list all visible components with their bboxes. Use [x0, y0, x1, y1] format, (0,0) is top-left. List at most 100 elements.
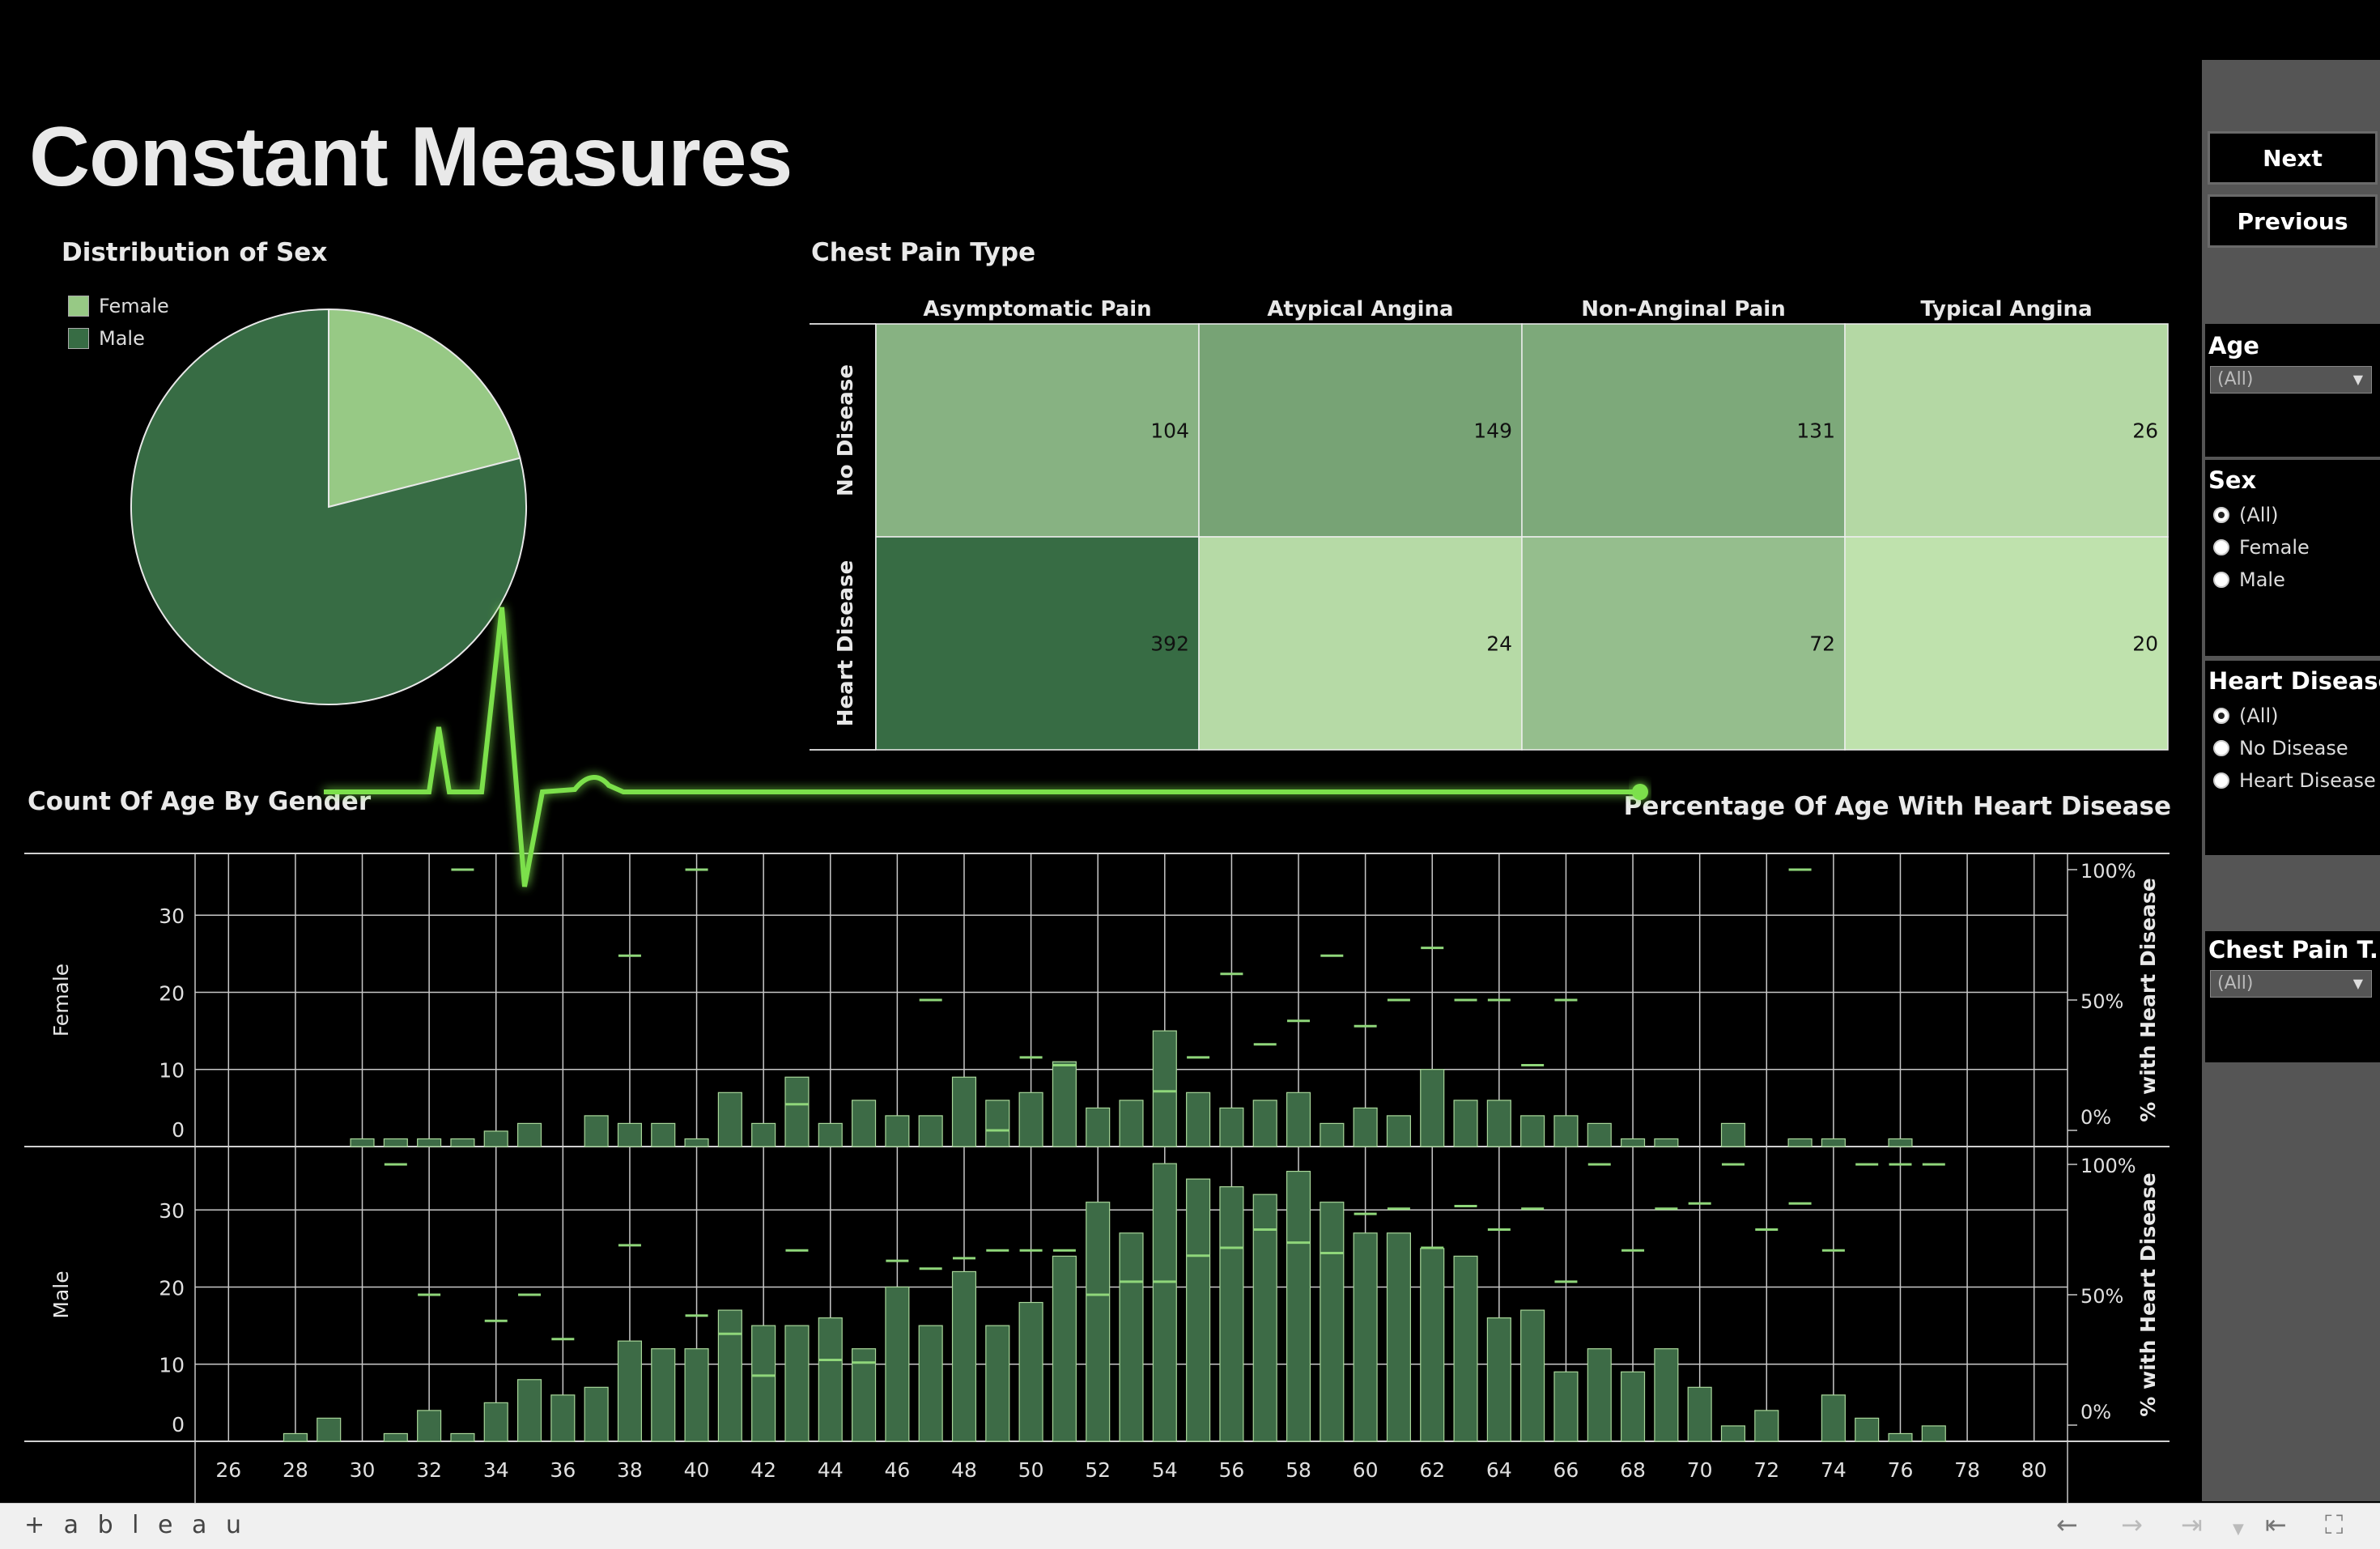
age-bar[interactable] — [718, 1092, 742, 1147]
age-bar[interactable] — [1287, 1172, 1311, 1441]
chest-pain-dropdown[interactable]: (All) ▼ — [2210, 970, 2372, 998]
age-bar[interactable] — [1821, 1395, 1845, 1441]
age-bar[interactable] — [283, 1433, 307, 1441]
age-bar[interactable] — [584, 1116, 608, 1147]
age-bar[interactable] — [518, 1380, 542, 1441]
sex-option-male[interactable]: Male — [2213, 568, 2285, 591]
age-bar[interactable] — [685, 1138, 708, 1147]
heart-disease-option-no[interactable]: No Disease — [2213, 737, 2348, 760]
age-bar[interactable] — [1086, 1108, 1110, 1147]
age-bar[interactable] — [1086, 1202, 1110, 1441]
age-bar[interactable] — [551, 1395, 575, 1441]
age-bar[interactable] — [484, 1402, 508, 1441]
reset-to-start-icon[interactable]: ⇤ — [2265, 1509, 2287, 1540]
age-bar[interactable] — [451, 1138, 474, 1147]
age-bar[interactable] — [1521, 1310, 1545, 1441]
age-bar[interactable] — [618, 1123, 641, 1147]
age-bar[interactable] — [785, 1326, 809, 1441]
age-bar[interactable] — [1320, 1202, 1344, 1441]
revert-chevron-down-icon[interactable]: ▼ — [2233, 1521, 2244, 1538]
age-bar[interactable] — [953, 1077, 976, 1147]
age-bar[interactable] — [1187, 1179, 1210, 1441]
age-bar[interactable] — [351, 1138, 374, 1147]
age-bar[interactable] — [1587, 1123, 1611, 1147]
age-bar[interactable] — [1253, 1100, 1277, 1147]
age-bar[interactable] — [1889, 1433, 1912, 1441]
age-bar[interactable] — [518, 1123, 542, 1147]
undo-icon[interactable]: ← — [2056, 1509, 2078, 1540]
age-bar[interactable] — [418, 1411, 441, 1441]
age-bar[interactable] — [1688, 1387, 1711, 1441]
age-bar[interactable] — [1487, 1100, 1511, 1147]
age-bar[interactable] — [1120, 1233, 1143, 1441]
age-bar[interactable] — [752, 1123, 776, 1147]
heatmap-cell[interactable] — [1845, 324, 2168, 537]
age-bar[interactable] — [818, 1318, 842, 1441]
age-bar[interactable] — [1387, 1233, 1410, 1441]
age-bar[interactable] — [1454, 1256, 1477, 1441]
heart-disease-option-yes[interactable]: Heart Disease — [2213, 769, 2376, 792]
next-button[interactable]: Next — [2208, 131, 2378, 185]
age-bar[interactable] — [1387, 1116, 1410, 1147]
redo-icon[interactable]: → — [2121, 1509, 2143, 1540]
age-bar[interactable] — [1052, 1062, 1076, 1147]
age-bar[interactable] — [317, 1418, 341, 1441]
age-bar[interactable] — [1821, 1138, 1845, 1147]
age-bar[interactable] — [1052, 1256, 1076, 1441]
age-bar[interactable] — [384, 1433, 407, 1441]
age-bar[interactable] — [1019, 1092, 1043, 1147]
age-bar[interactable] — [1454, 1100, 1477, 1147]
age-bar[interactable] — [1421, 1070, 1444, 1147]
age-bar[interactable] — [919, 1326, 942, 1441]
sex-option-all[interactable]: (All) — [2213, 504, 2278, 526]
age-bar[interactable] — [818, 1123, 842, 1147]
age-bar[interactable] — [886, 1287, 909, 1441]
age-bar[interactable] — [1187, 1092, 1210, 1147]
age-bar[interactable] — [484, 1131, 508, 1147]
age-bar[interactable] — [652, 1349, 675, 1441]
age-bar[interactable] — [1621, 1138, 1645, 1147]
age-bar[interactable] — [1722, 1123, 1745, 1147]
age-bar[interactable] — [652, 1123, 675, 1147]
age-bar[interactable] — [1354, 1108, 1377, 1147]
age-bar[interactable] — [852, 1100, 876, 1147]
heart-disease-option-all[interactable]: (All) — [2213, 704, 2278, 727]
age-bar[interactable] — [384, 1138, 407, 1147]
age-dropdown[interactable]: (All) ▼ — [2210, 366, 2372, 394]
age-bar[interactable] — [1587, 1349, 1611, 1441]
age-bar[interactable] — [1320, 1123, 1344, 1147]
age-bar[interactable] — [584, 1387, 608, 1441]
age-bar[interactable] — [1019, 1303, 1043, 1441]
age-bar[interactable] — [418, 1138, 441, 1147]
age-bar[interactable] — [1120, 1100, 1143, 1147]
age-bar[interactable] — [1421, 1249, 1444, 1441]
age-bar[interactable] — [1521, 1116, 1545, 1147]
age-bar[interactable] — [886, 1116, 909, 1147]
age-bar[interactable] — [1220, 1187, 1243, 1441]
age-bar[interactable] — [1755, 1411, 1779, 1441]
age-bar[interactable] — [685, 1349, 708, 1441]
age-bar[interactable] — [1788, 1138, 1812, 1147]
age-bar[interactable] — [1554, 1372, 1578, 1441]
age-bar[interactable] — [1889, 1138, 1912, 1147]
age-bar[interactable] — [1922, 1426, 1945, 1441]
age-bar[interactable] — [1655, 1138, 1678, 1147]
age-bar[interactable] — [752, 1326, 776, 1441]
age-bar[interactable] — [1153, 1031, 1176, 1147]
age-bar[interactable] — [718, 1310, 742, 1441]
age-bar[interactable] — [451, 1433, 474, 1441]
heatmap-cell[interactable] — [1845, 537, 2168, 750]
age-bar[interactable] — [618, 1341, 641, 1441]
age-bar[interactable] — [785, 1077, 809, 1147]
age-bar[interactable] — [953, 1271, 976, 1441]
age-bar[interactable] — [1621, 1372, 1645, 1441]
age-bar[interactable] — [1287, 1092, 1311, 1147]
age-bar[interactable] — [1354, 1233, 1377, 1441]
age-bar[interactable] — [1554, 1116, 1578, 1147]
fullscreen-icon[interactable]: ⛶ — [2325, 1509, 2343, 1541]
age-bar[interactable] — [1855, 1418, 1879, 1441]
sex-option-female[interactable]: Female — [2213, 536, 2310, 559]
age-bar[interactable] — [1220, 1108, 1243, 1147]
age-bar[interactable] — [1253, 1194, 1277, 1441]
